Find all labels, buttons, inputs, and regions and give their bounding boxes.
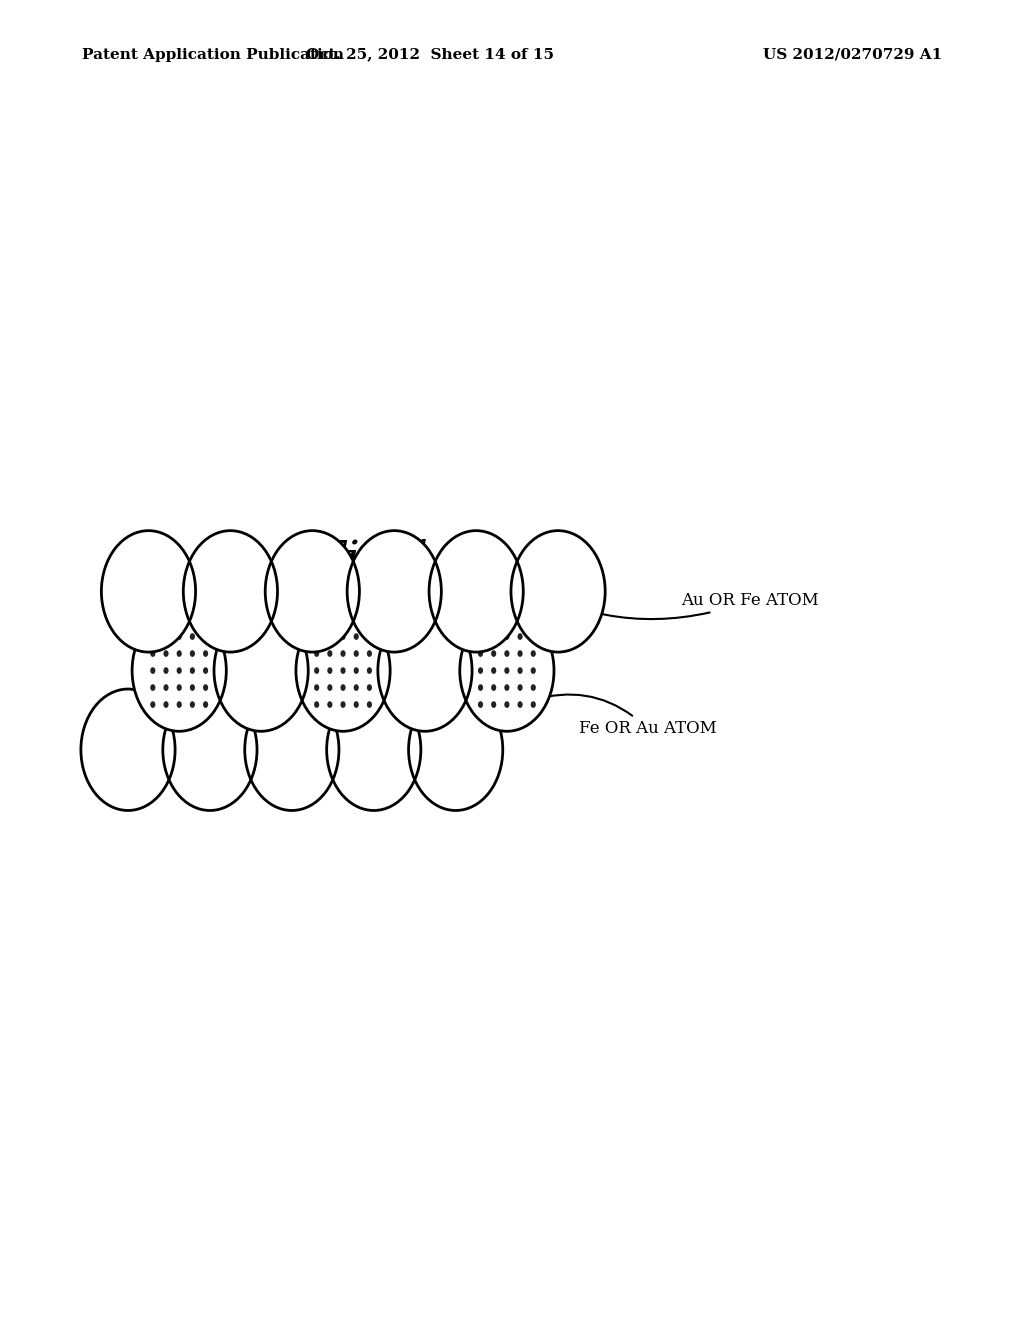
Circle shape — [492, 684, 497, 690]
Circle shape — [176, 701, 182, 708]
Circle shape — [164, 651, 169, 657]
Circle shape — [530, 684, 536, 690]
Circle shape — [81, 689, 175, 810]
Circle shape — [151, 651, 156, 657]
Circle shape — [340, 701, 346, 708]
Circle shape — [328, 701, 333, 708]
Text: Fig.16: Fig.16 — [312, 539, 466, 583]
Circle shape — [517, 701, 522, 708]
Circle shape — [296, 610, 390, 731]
Circle shape — [314, 667, 319, 675]
Circle shape — [504, 634, 510, 640]
Circle shape — [409, 689, 503, 810]
Circle shape — [176, 634, 182, 640]
Circle shape — [151, 684, 156, 690]
Circle shape — [478, 651, 483, 657]
Circle shape — [164, 701, 169, 708]
Circle shape — [353, 667, 358, 675]
Circle shape — [478, 684, 483, 690]
Circle shape — [189, 634, 195, 640]
Circle shape — [164, 667, 169, 675]
Circle shape — [265, 531, 359, 652]
Circle shape — [340, 634, 346, 640]
Circle shape — [203, 667, 208, 675]
Circle shape — [164, 684, 169, 690]
Circle shape — [517, 684, 522, 690]
Circle shape — [367, 651, 372, 657]
Circle shape — [340, 651, 346, 657]
Circle shape — [530, 667, 536, 675]
Circle shape — [492, 634, 497, 640]
Circle shape — [314, 651, 319, 657]
Circle shape — [517, 634, 522, 640]
Circle shape — [353, 701, 358, 708]
Circle shape — [203, 684, 208, 690]
Circle shape — [492, 667, 497, 675]
Circle shape — [530, 701, 536, 708]
Text: Fe OR Au ATOM: Fe OR Au ATOM — [534, 694, 717, 737]
Circle shape — [245, 689, 339, 810]
Text: Oct. 25, 2012  Sheet 14 of 15: Oct. 25, 2012 Sheet 14 of 15 — [306, 48, 554, 62]
Circle shape — [429, 531, 523, 652]
Circle shape — [203, 634, 208, 640]
Circle shape — [328, 684, 333, 690]
Circle shape — [517, 651, 522, 657]
Text: Patent Application Publication: Patent Application Publication — [82, 48, 344, 62]
Circle shape — [164, 634, 169, 640]
Circle shape — [327, 689, 421, 810]
Circle shape — [530, 634, 536, 640]
Circle shape — [478, 634, 483, 640]
Circle shape — [504, 667, 510, 675]
Circle shape — [203, 651, 208, 657]
Circle shape — [478, 667, 483, 675]
Circle shape — [151, 634, 156, 640]
Circle shape — [353, 651, 358, 657]
Circle shape — [504, 684, 510, 690]
Circle shape — [367, 634, 372, 640]
Circle shape — [176, 684, 182, 690]
Circle shape — [328, 634, 333, 640]
Circle shape — [314, 701, 319, 708]
Circle shape — [214, 610, 308, 731]
Circle shape — [504, 701, 510, 708]
Circle shape — [176, 667, 182, 675]
Circle shape — [378, 610, 472, 731]
Circle shape — [530, 651, 536, 657]
Circle shape — [163, 689, 257, 810]
Circle shape — [367, 684, 372, 690]
Circle shape — [347, 531, 441, 652]
Circle shape — [340, 667, 346, 675]
Circle shape — [189, 701, 195, 708]
Circle shape — [151, 701, 156, 708]
Circle shape — [492, 651, 497, 657]
Circle shape — [478, 701, 483, 708]
Circle shape — [340, 684, 346, 690]
Circle shape — [328, 651, 333, 657]
Circle shape — [189, 684, 195, 690]
Circle shape — [367, 667, 372, 675]
Circle shape — [176, 651, 182, 657]
Circle shape — [132, 610, 226, 731]
Circle shape — [367, 701, 372, 708]
Circle shape — [517, 667, 522, 675]
Circle shape — [328, 667, 333, 675]
Circle shape — [314, 684, 319, 690]
Circle shape — [353, 634, 358, 640]
Circle shape — [183, 531, 278, 652]
Text: US 2012/0270729 A1: US 2012/0270729 A1 — [763, 48, 942, 62]
Circle shape — [203, 701, 208, 708]
Circle shape — [460, 610, 554, 731]
Text: Au OR Fe ATOM: Au OR Fe ATOM — [507, 574, 819, 619]
Circle shape — [492, 701, 497, 708]
Circle shape — [101, 531, 196, 652]
Circle shape — [189, 651, 195, 657]
Circle shape — [189, 667, 195, 675]
Circle shape — [151, 667, 156, 675]
Circle shape — [353, 684, 358, 690]
Circle shape — [314, 634, 319, 640]
Circle shape — [511, 531, 605, 652]
Circle shape — [504, 651, 510, 657]
